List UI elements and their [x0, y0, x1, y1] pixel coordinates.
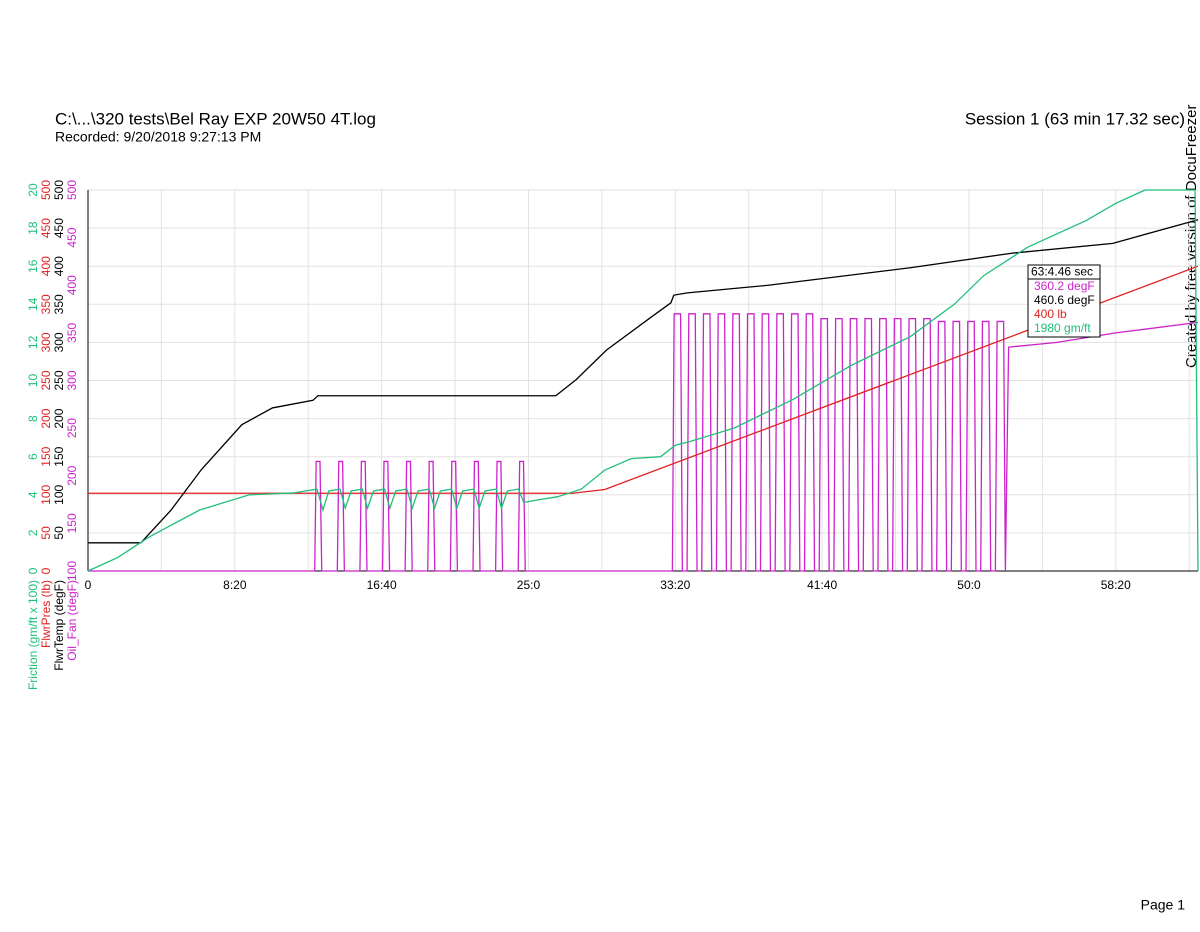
y-tick-label: 250 [39, 370, 53, 390]
cursor-reading: 400 lb [1034, 307, 1067, 321]
y-tick-label: 100 [39, 484, 53, 504]
y-tick-label: 400 [52, 256, 66, 276]
x-tick-label: 16:40 [367, 578, 397, 592]
page-number: Page 1 [1141, 897, 1186, 913]
y-tick-label: 250 [52, 370, 66, 390]
y-tick-label: 200 [52, 408, 66, 428]
cursor-reading: 1980 gm/ft [1034, 321, 1091, 335]
y-axis-title: Friction (gm/ft x 100) [26, 580, 40, 690]
y-tick-label: 6 [26, 453, 40, 460]
y-tick-label: 250 [65, 418, 79, 438]
y-tick-label: 18 [26, 221, 40, 235]
series-line [87, 189, 1199, 572]
y-tick-label: 50 [52, 526, 66, 540]
x-tick-label: 8:20 [223, 578, 247, 592]
cursor-reading: 460.6 degF [1034, 293, 1095, 307]
y-tick-label: 350 [65, 323, 79, 343]
x-tick-label: 58:20 [1101, 578, 1131, 592]
y-tick-label: 300 [52, 332, 66, 352]
y-tick-label: 350 [39, 294, 53, 314]
series-line [88, 265, 1199, 494]
y-tick-label: 200 [65, 465, 79, 485]
y-tick-label: 200 [39, 408, 53, 428]
x-tick-label: 33:20 [660, 578, 690, 592]
y-tick-label: 150 [39, 446, 53, 466]
y-axis-title: FlwrPres (lb) [39, 580, 53, 648]
y-tick-label: 20 [26, 183, 40, 197]
cursor-time: 63:4.46 sec [1031, 265, 1093, 279]
y-tick-label: 2 [26, 529, 40, 536]
y-tick-label: 0 [39, 567, 53, 574]
x-tick-label: 25:0 [517, 578, 541, 592]
y-tick-label: 500 [39, 180, 53, 200]
y-axis-title: FlwrTemp (degF) [52, 580, 66, 671]
y-tick-label: 50 [39, 526, 53, 540]
y-tick-label: 300 [39, 332, 53, 352]
session: Session 1 (63 min 17.32 sec) [965, 109, 1185, 128]
x-tick-label: 41:40 [807, 578, 837, 592]
y-tick-label: 150 [52, 446, 66, 466]
y-tick-label: 8 [26, 415, 40, 422]
y-tick-label: 450 [65, 227, 79, 247]
y-tick-label: 400 [39, 256, 53, 276]
y-tick-label: 150 [65, 513, 79, 533]
y-tick-label: 10 [26, 374, 40, 388]
y-axis-title: Oil_Fan (degF) [65, 580, 79, 661]
y-tick-label: 100 [52, 484, 66, 504]
watermark: Created by free version of DocuFreezer [1183, 105, 1200, 368]
y-tick-label: 450 [39, 218, 53, 238]
y-tick-label: 14 [26, 297, 40, 311]
y-tick-label: 16 [26, 259, 40, 273]
y-tick-label: 4 [26, 491, 40, 498]
y-tick-label: 300 [65, 370, 79, 390]
y-tick-label: 500 [52, 180, 66, 200]
x-tick-label: 50:0 [957, 578, 981, 592]
y-tick-label: 0 [26, 567, 40, 574]
file-title: C:\...\320 tests\Bel Ray EXP 20W50 4T.lo… [55, 109, 376, 128]
recorded: Recorded: 9/20/2018 9:27:13 PM [55, 129, 261, 145]
series-line [88, 219, 1199, 544]
cursor-reading: 360.2 degF [1034, 279, 1095, 293]
y-tick-label: 12 [26, 335, 40, 349]
cursor-box [1027, 264, 1101, 338]
y-tick-label: 400 [65, 275, 79, 295]
y-tick-label: 500 [65, 180, 79, 200]
y-tick-label: 100 [65, 561, 79, 581]
x-tick-label: 0 [85, 578, 92, 592]
y-tick-label: 350 [52, 294, 66, 314]
y-tick-label: 450 [52, 218, 66, 238]
series-line [88, 313, 1199, 572]
